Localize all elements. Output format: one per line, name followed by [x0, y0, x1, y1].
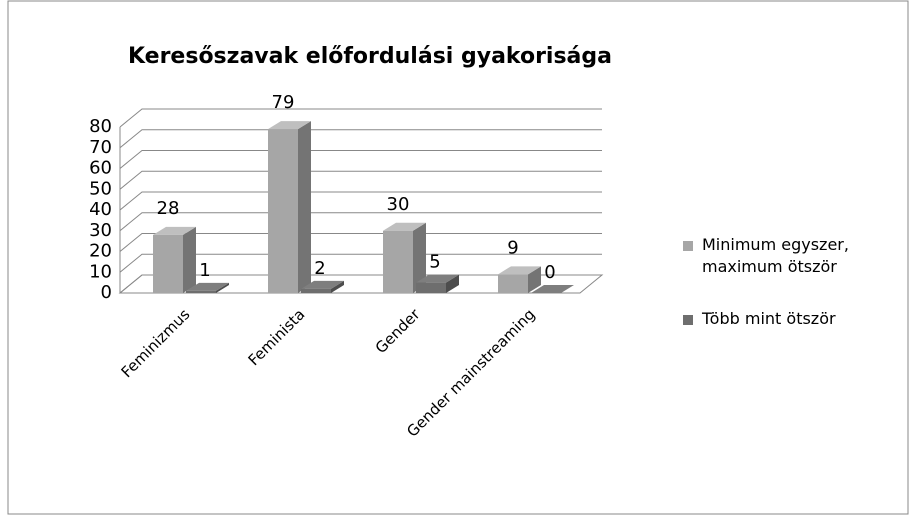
value-label: 0	[544, 262, 555, 283]
bar-front	[416, 282, 446, 293]
bar	[186, 282, 229, 293]
value-label: 79	[272, 92, 295, 113]
y-tick-label: 10	[89, 261, 112, 282]
bar	[383, 222, 426, 293]
bar-top	[383, 222, 426, 231]
bar	[268, 121, 311, 293]
bar-top	[498, 266, 541, 275]
bar-front	[268, 129, 298, 293]
bar-top	[531, 285, 574, 293]
bar-side	[413, 222, 426, 293]
y-tick-label: 70	[89, 137, 112, 158]
chart-title: Keresőszavak előfordulási gyakorisága	[128, 44, 612, 69]
bar-side	[528, 266, 541, 293]
value-label: 1	[199, 260, 210, 281]
value-label: 5	[429, 252, 440, 273]
x-tick-label: Feminista	[245, 305, 309, 369]
bar-side	[446, 274, 459, 293]
value-label: 2	[314, 258, 325, 279]
bar-top	[416, 274, 459, 283]
x-tick-label: Feminizmus	[118, 305, 194, 381]
x-tick-label: Gender	[372, 305, 424, 357]
grid-line	[119, 170, 602, 190]
y-tick-label: 50	[89, 178, 112, 199]
bar-side	[216, 282, 229, 293]
grid-line	[119, 108, 602, 128]
grid-line	[119, 191, 602, 211]
chart-frame	[7, 0, 909, 515]
bar-side	[331, 280, 344, 293]
y-tick-label: 20	[89, 241, 112, 262]
y-tick-label: 0	[101, 282, 112, 303]
legend-swatch	[683, 241, 693, 251]
bar-front	[153, 234, 183, 293]
bar	[153, 226, 196, 293]
bar-front	[301, 288, 331, 293]
bar-side	[183, 226, 196, 293]
grid-line	[119, 212, 602, 232]
legend-label: Több mint ötször	[702, 309, 836, 328]
y-tick-label: 80	[89, 116, 112, 137]
legend-label: Minimum egyszer, maximum ötször	[702, 235, 849, 276]
grid-line	[119, 233, 602, 252]
grid-line	[119, 129, 602, 149]
value-label: 28	[157, 198, 180, 219]
bar	[416, 274, 459, 293]
bar-top	[186, 282, 229, 291]
bar-side	[298, 121, 311, 293]
grid-line	[119, 150, 602, 169]
legend-swatch	[683, 315, 693, 325]
bar-top	[268, 121, 311, 130]
bar	[498, 266, 541, 293]
bar-top	[301, 280, 344, 289]
value-label: 30	[387, 194, 410, 215]
bar	[531, 285, 574, 293]
y-tick-label: 30	[89, 220, 112, 241]
value-label: 9	[507, 237, 518, 258]
x-tick-label: Gender mainstreaming	[403, 305, 538, 440]
bar-top	[153, 226, 196, 235]
bar-front	[498, 274, 528, 293]
y-tick-label: 40	[89, 199, 112, 220]
bar-front	[383, 230, 413, 293]
grid-line	[119, 253, 602, 273]
y-tick-label: 60	[89, 158, 112, 179]
bar-front	[186, 290, 216, 293]
bar	[301, 280, 344, 293]
